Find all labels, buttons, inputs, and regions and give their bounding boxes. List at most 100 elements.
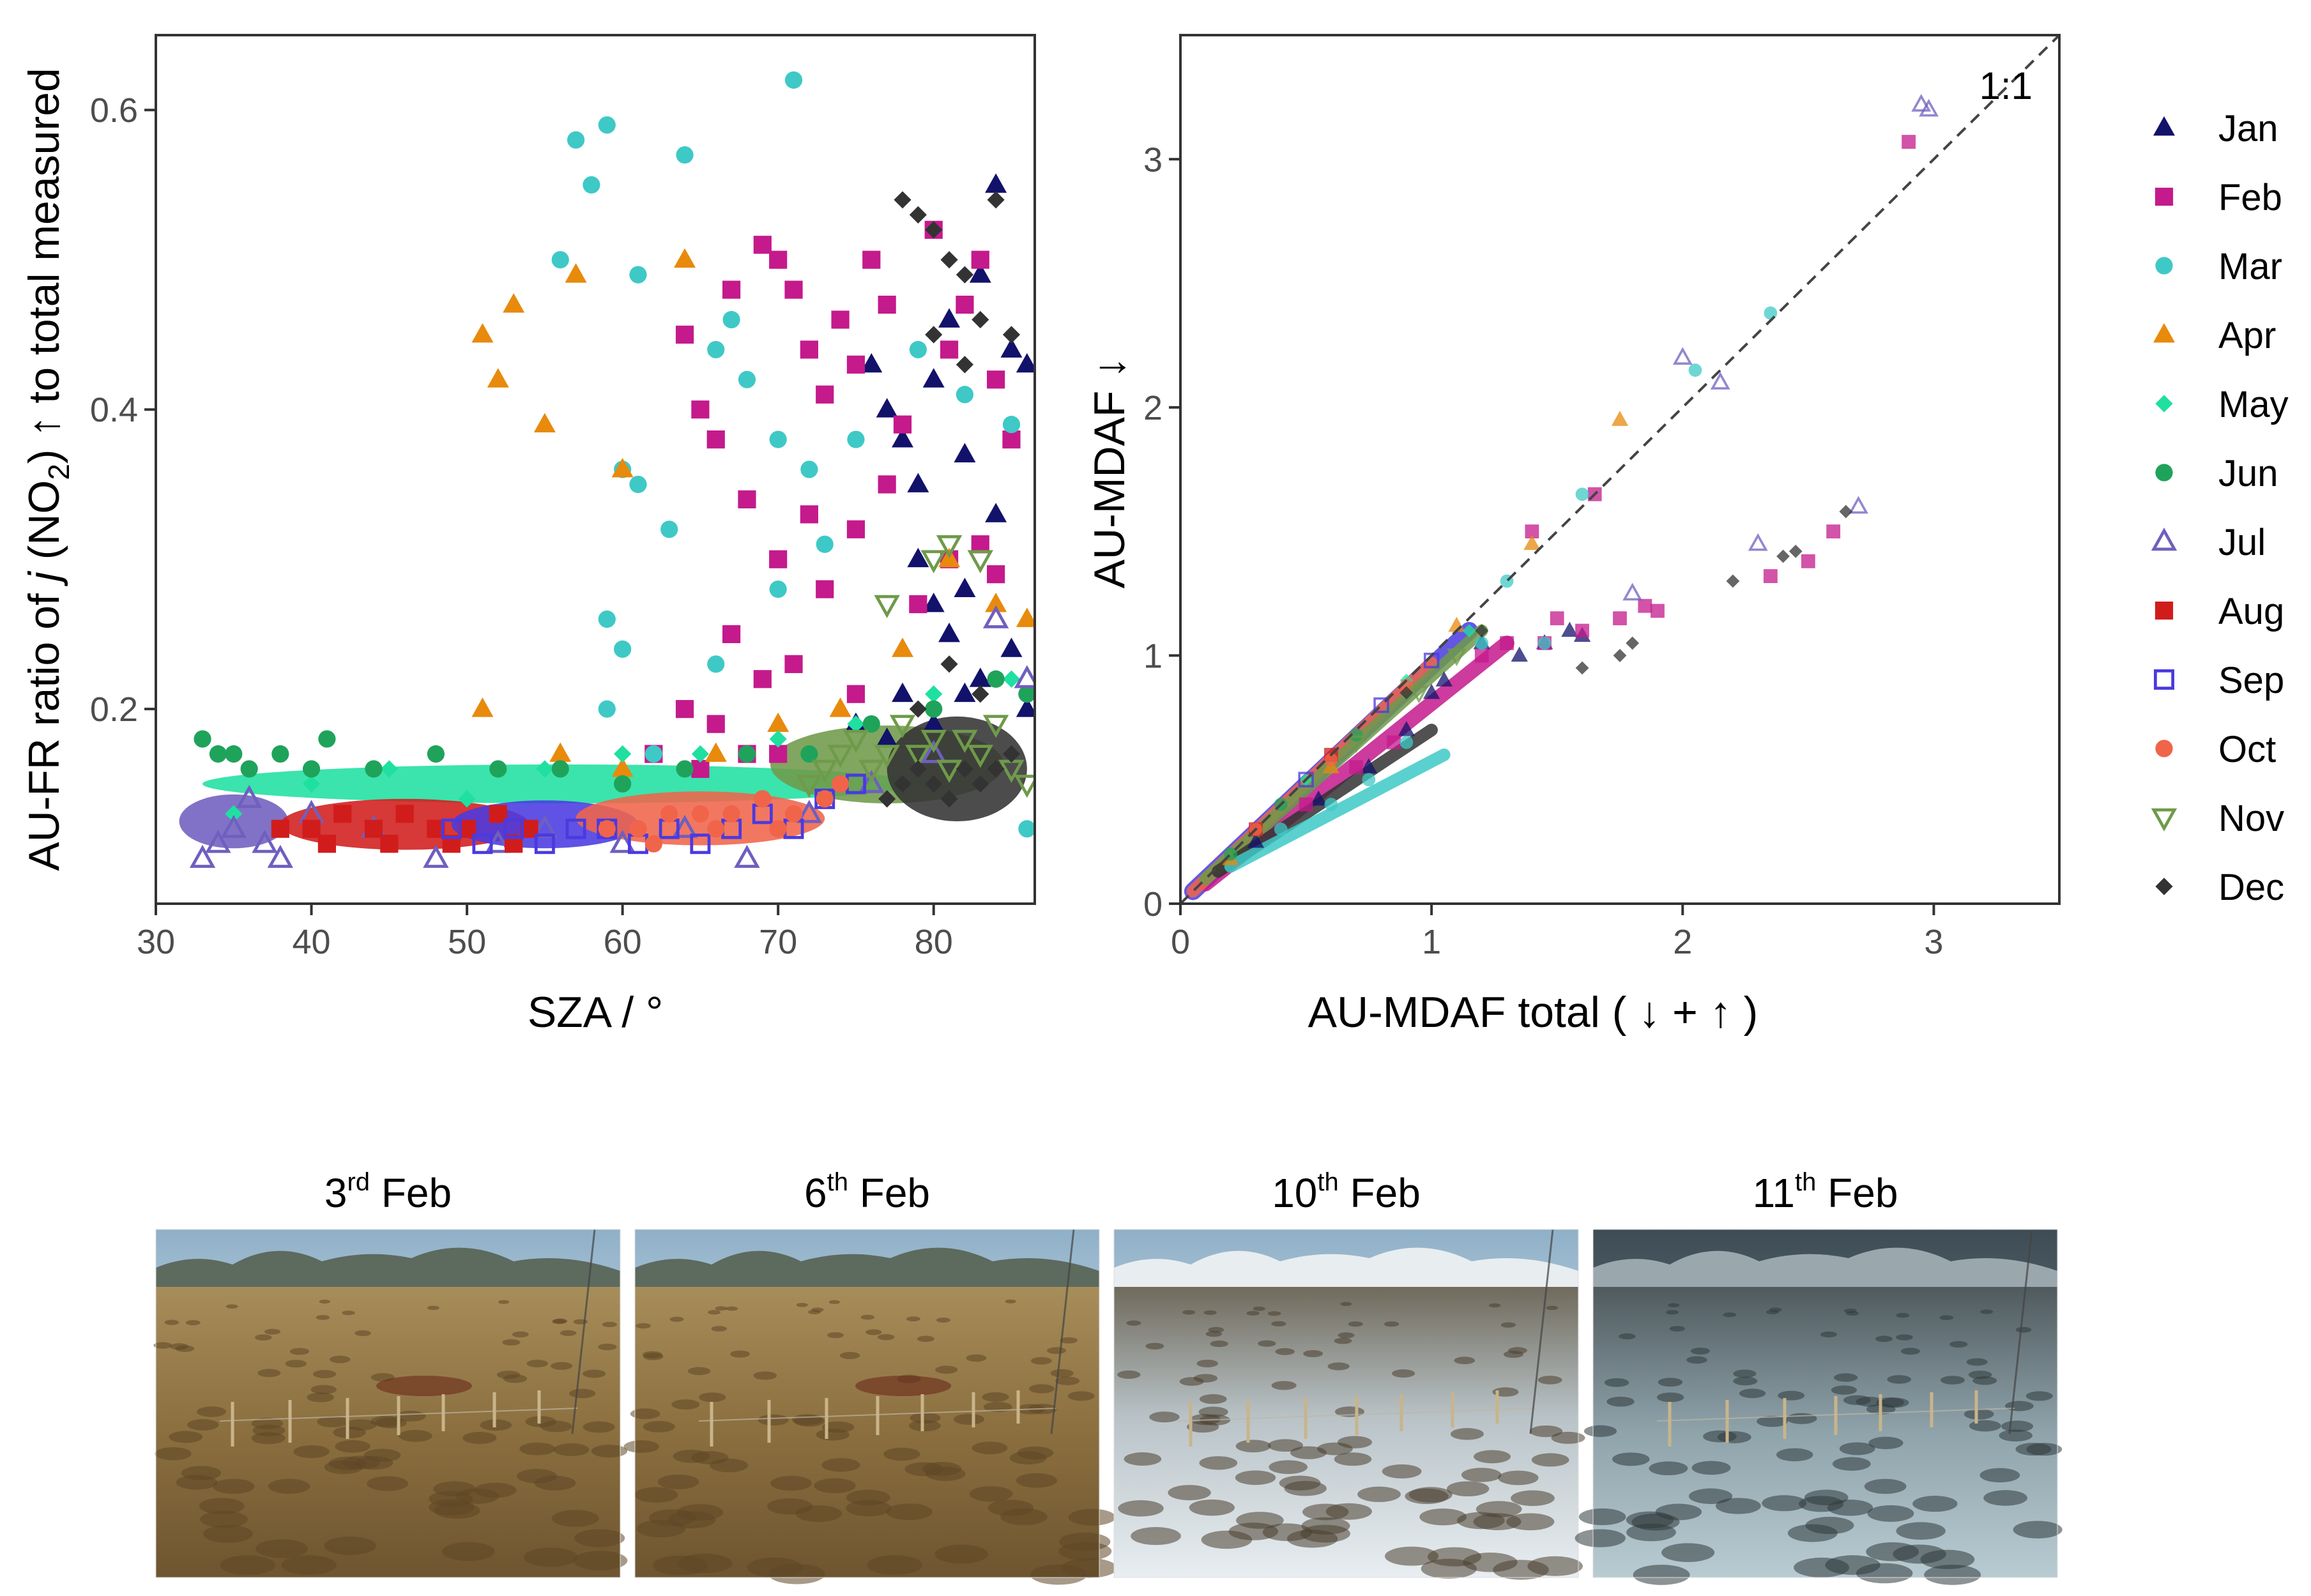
photo-1: 3rd Feb <box>153 1168 628 1578</box>
legend-marker-sep <box>2154 669 2174 690</box>
legend-label-oct: Oct <box>2218 729 2276 770</box>
legend-marker-apr <box>2153 323 2176 343</box>
left-point-jun-3 <box>240 760 258 778</box>
right-point-mar-6 <box>1688 363 1702 377</box>
photo-image-4 <box>1575 1229 2063 1585</box>
right-point-feb-2 <box>1387 735 1401 750</box>
left-point-may-8 <box>847 715 865 733</box>
legend-label-feb: Feb <box>2218 177 2282 218</box>
right-point-jul-4 <box>1849 496 1868 514</box>
left-point-feb-37 <box>691 759 710 779</box>
left-point-may-1 <box>302 775 321 793</box>
right-point-feb-12 <box>1550 611 1564 626</box>
left-point-jul-13 <box>734 844 760 868</box>
left-y-tick-label-0: 0.2 <box>90 690 138 729</box>
right-point-feb-8 <box>1638 598 1652 613</box>
left-point-mar-20 <box>769 580 787 598</box>
left-point-feb-13 <box>893 415 912 434</box>
right-point-jan-5 <box>1435 671 1453 687</box>
right-point-oct-1 <box>1324 753 1338 767</box>
photo-image-1 <box>153 1229 628 1578</box>
left-point-dec-0 <box>894 191 911 209</box>
photo-title-1: 3rd Feb <box>324 1168 452 1216</box>
left-point-jul-16 <box>920 740 947 763</box>
left-point-apr-2 <box>503 293 525 313</box>
left-point-dec-2 <box>925 221 943 239</box>
left-point-feb-21 <box>769 550 788 568</box>
left-point-apr-10 <box>705 742 727 762</box>
left-point-apr-6 <box>674 248 696 268</box>
left-point-apr-12 <box>829 697 851 717</box>
left-point-dec-4 <box>956 266 974 284</box>
left-point-feb-33 <box>753 670 772 688</box>
right-point-jan-6 <box>1511 646 1528 662</box>
left-point-jan-2 <box>891 428 913 448</box>
left-point-oct-3 <box>691 805 709 823</box>
left-point-jun-16 <box>925 700 943 718</box>
left-point-jan-8 <box>985 173 1007 193</box>
left-point-dec-7 <box>1002 326 1021 344</box>
right-point-jul-3 <box>1919 98 1939 117</box>
right-point-may-2 <box>1462 624 1476 637</box>
left-point-mar-5 <box>629 266 647 284</box>
left-point-feb-31 <box>706 715 725 733</box>
right-x-tick-label-2: 2 <box>1673 923 1692 961</box>
left-point-may-3 <box>458 790 476 808</box>
left-point-nov-16 <box>920 550 947 574</box>
left-point-jan-12 <box>922 593 945 612</box>
legend-label-jul: Jul <box>2218 522 2266 563</box>
right-point-dec-3 <box>1726 574 1740 588</box>
legend-item-may: May <box>2155 384 2289 425</box>
left-point-jun-13 <box>738 745 756 763</box>
right-x-axis-label: AU-MDAF total ( ↓ + ↑ ) <box>1308 988 1758 1037</box>
left-point-oct-2 <box>660 805 678 823</box>
left-point-sep-1 <box>472 833 493 855</box>
legend-marker-jun <box>2155 464 2173 482</box>
left-point-feb-5 <box>769 250 788 269</box>
left-point-jan-3 <box>907 473 929 492</box>
right-point-feb-3 <box>1474 648 1489 663</box>
left-point-mar-1 <box>583 176 600 194</box>
left-point-feb-11 <box>862 250 881 269</box>
left-point-aug-1 <box>302 819 321 838</box>
left-point-may-4 <box>536 760 554 778</box>
right-point-mar-1 <box>1324 798 1338 811</box>
right-point-jan-0 <box>1247 832 1265 848</box>
legend-label-jan: Jan <box>2218 108 2278 149</box>
left-point-mar-14 <box>722 310 740 329</box>
left-point-aug-0 <box>271 819 289 838</box>
left-point-jul-5 <box>267 844 294 868</box>
left-point-jan-14 <box>954 577 976 597</box>
left-point-jun-17 <box>987 670 1005 688</box>
left-point-jan-13 <box>938 622 961 642</box>
left-point-mar-10 <box>598 610 616 628</box>
legend-item-mar: Mar <box>2155 246 2282 287</box>
legend-marker-jan <box>2153 116 2176 136</box>
right-band-mar <box>1224 749 1451 873</box>
left-point-dec-5 <box>972 310 989 329</box>
left-point-nov-18 <box>967 550 993 574</box>
left-y-axis-label: AU-FR ratio of j (NO2) ↑ to total measur… <box>20 68 75 871</box>
left-point-oct-1 <box>629 820 647 838</box>
left-point-feb-12 <box>878 295 896 314</box>
left-point-feb-29 <box>987 565 1005 584</box>
right-x-tick-label-1: 1 <box>1422 923 1441 961</box>
left-point-mar-0 <box>567 131 585 149</box>
left-point-mar-17 <box>769 430 787 448</box>
left-point-mar-4 <box>784 71 803 89</box>
left-point-feb-22 <box>800 505 818 524</box>
left-point-apr-16 <box>1016 607 1035 627</box>
left-point-jan-10 <box>1016 353 1035 373</box>
photo-title-4: 11th Feb <box>1753 1168 1898 1216</box>
left-x-tick-label-60: 60 <box>604 923 642 961</box>
left-point-mar-6 <box>551 251 569 269</box>
right-x-tick-label-3: 3 <box>1924 923 1943 961</box>
left-point-jan-6 <box>954 443 976 462</box>
left-point-feb-34 <box>784 655 803 673</box>
left-point-feb-16 <box>956 295 974 314</box>
right-point-jan-8 <box>1561 621 1578 637</box>
right-point-feb-7 <box>1613 611 1627 626</box>
right-point-sep-1 <box>1373 697 1389 713</box>
left-point-apr-1 <box>487 368 509 388</box>
right-point-mar-3 <box>1400 736 1414 749</box>
